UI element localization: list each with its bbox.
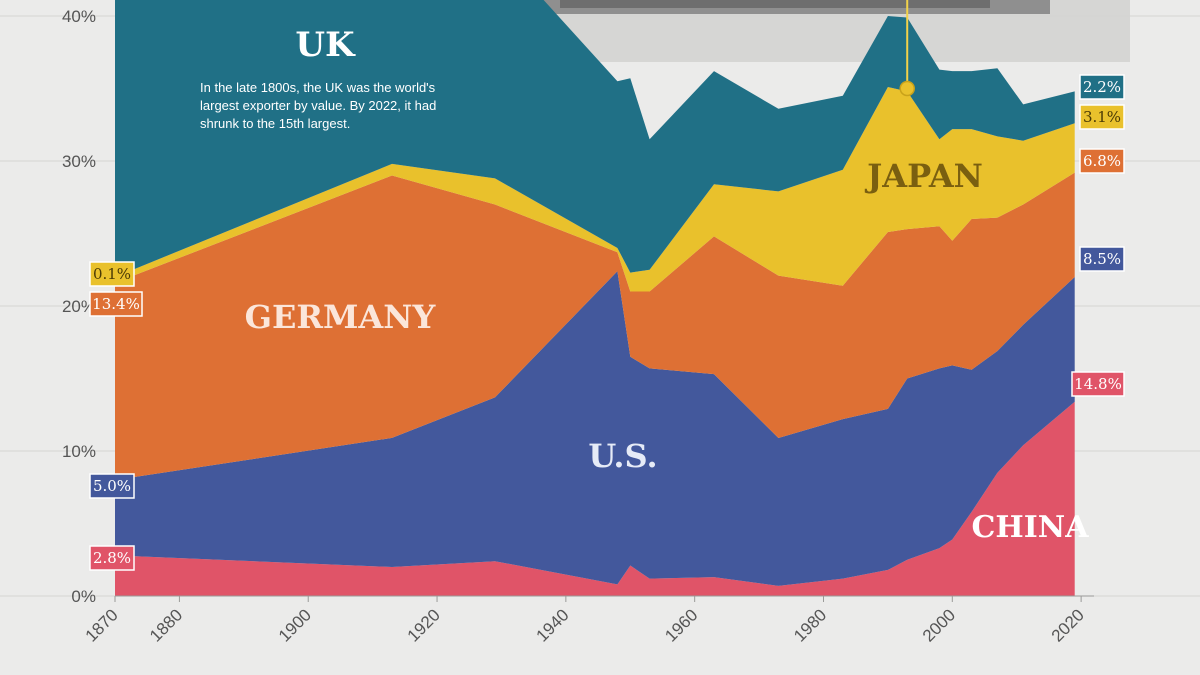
value-badge-japan: 0.1% [89,261,135,287]
y-tick-label: 20% [62,297,96,316]
badge-box [1079,246,1125,272]
badge-text: 14.8% [1074,375,1122,393]
badge-text: 13.4% [92,295,140,313]
badge-text: 2.8% [93,549,131,567]
badge-box [1071,371,1125,397]
y-tick-label: 10% [62,442,96,461]
badge-box [89,545,135,571]
x-tick-label: 1880 [146,605,186,645]
uk-annotation-line-3: shrunk to the 15th largest. [200,116,350,131]
japan-peak-marker [899,0,915,97]
uk-annotation-line-2: largest exporter by value. By 2022, it h… [200,98,436,113]
region-label-germany: GERMANY [245,298,437,336]
value-badge-china: 2.8% [89,545,135,571]
y-tick-label: 30% [62,152,96,171]
region-label-us: U.S. [588,437,657,475]
end-value-badges: 2.2% 3.1% 6.8% 8.5% 14.8% [1071,74,1125,397]
value-badge-germany: 6.8% [1079,148,1125,174]
region-labels: UK GERMANY JAPAN U.S. CHINA [245,25,1090,545]
x-tick-label: 1870 [82,605,122,645]
x-tick-label: 1980 [790,605,830,645]
area-uk [115,0,1075,277]
value-badge-germany: 13.4% [89,291,143,317]
value-badge-us: 5.0% [89,473,135,499]
value-badge-us: 8.5% [1079,246,1125,272]
value-badge-japan: 3.1% [1079,104,1125,130]
x-tick-label: 1940 [533,605,573,645]
stacked-areas [115,0,1075,596]
ship-engraving-icon [535,0,1050,14]
area-china [115,401,1075,596]
area-germany [115,172,1075,480]
y-tick-label: 0% [71,587,96,606]
x-axis: 1870 1880 1900 1920 1940 1960 1980 2000 2020 [82,595,1094,646]
x-tick-label: 1920 [404,605,444,645]
badge-text: 0.1% [93,265,131,283]
region-label-china: CHINA [972,510,1090,545]
area-japan [115,87,1075,292]
value-badge-uk: 2.2% [1079,74,1125,100]
uk-annotation-line-1: In the late 1800s, the UK was the world'… [200,80,436,95]
badge-text: 2.2% [1083,78,1121,96]
x-tick-label: 1960 [661,605,701,645]
badge-box [89,261,135,287]
region-label-uk: UK [295,25,356,65]
region-label-japan: JAPAN [864,157,983,195]
start-value-badges: 0.1% 13.4% 5.0% 2.8% [89,261,143,571]
badge-box [1079,148,1125,174]
badge-box [89,291,143,317]
area-us [115,271,1075,586]
badge-box [89,473,135,499]
value-badge-china: 14.8% [1071,371,1125,397]
y-tick-label: 40% [62,7,96,26]
badge-box [1079,104,1125,130]
badge-text: 3.1% [1083,108,1121,126]
badge-text: 8.5% [1083,250,1121,268]
badge-text: 5.0% [93,477,131,495]
x-tick-label: 1900 [275,605,315,645]
x-tick-label: 2020 [1048,605,1088,645]
y-axis: 0% 10% 20% 30% 40% [62,7,96,606]
marker-dot [899,80,915,97]
x-tick-label: 2000 [919,605,959,645]
badge-box [1079,74,1125,100]
badge-text: 6.8% [1083,152,1121,170]
